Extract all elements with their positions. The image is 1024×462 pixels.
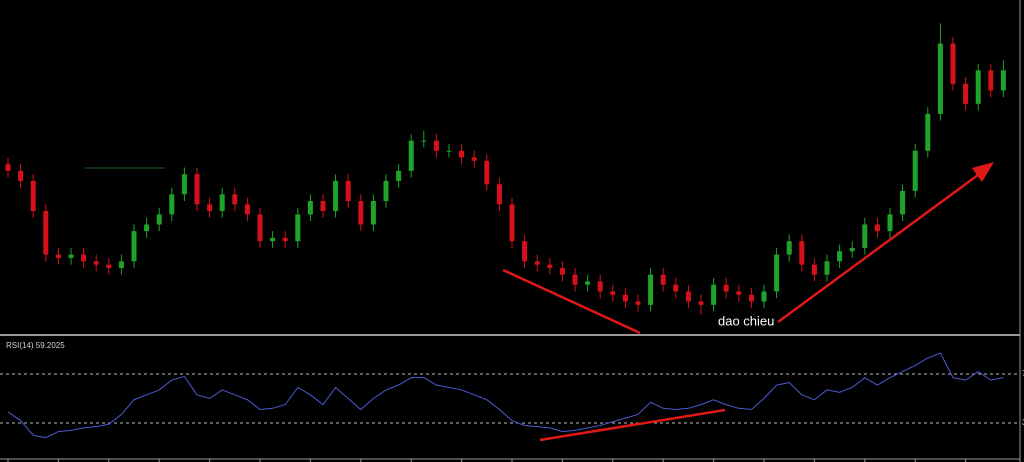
- candle-body: [232, 194, 238, 205]
- candle-body: [307, 201, 313, 215]
- candle-body: [408, 140, 414, 171]
- candle-body: [874, 224, 880, 232]
- candle-body: [471, 157, 477, 161]
- candle-body: [421, 140, 427, 142]
- candle-body: [270, 237, 276, 242]
- candle-body: [837, 251, 843, 262]
- candle-body: [181, 174, 187, 195]
- annotation-text: dao chieu: [718, 313, 774, 328]
- candle-body: [711, 284, 717, 305]
- trend-arrow: [777, 173, 979, 324]
- candle-body: [169, 194, 175, 215]
- indicator-title: RSI(14) 59.2025: [6, 341, 65, 350]
- rsi-line: [7, 352, 1004, 439]
- candle-body: [396, 170, 402, 181]
- candle-body: [736, 291, 742, 295]
- candle-body: [370, 201, 376, 225]
- candle-body: [68, 254, 74, 258]
- candle-body: [244, 204, 250, 215]
- candle-body: [786, 241, 792, 255]
- candle-body: [559, 268, 565, 275]
- candle-body: [849, 247, 855, 252]
- candle-body: [18, 170, 24, 181]
- candle-body: [144, 224, 150, 232]
- candle-body: [622, 294, 628, 302]
- candle-body: [912, 150, 918, 191]
- candle-body: [131, 231, 137, 262]
- candle-body: [43, 211, 49, 255]
- candle-body: [30, 180, 36, 212]
- candle-body: [937, 43, 943, 114]
- candle-body: [207, 204, 213, 212]
- candle-body: [295, 214, 301, 242]
- candle-body: [345, 180, 351, 201]
- arrow-head: [972, 162, 994, 182]
- candle-body: [900, 190, 906, 215]
- candle-body: [673, 284, 679, 292]
- y-tick-label: 30: [1022, 418, 1024, 427]
- candle-body: [534, 261, 540, 265]
- candle-body: [1000, 70, 1006, 91]
- candle-body: [333, 180, 339, 212]
- candle-body: [597, 281, 603, 292]
- candle-body: [635, 301, 641, 305]
- candle-body: [81, 254, 87, 262]
- candle-body: [433, 140, 439, 151]
- candle-body: [925, 113, 931, 151]
- candle-body: [257, 214, 263, 242]
- candle-body: [572, 274, 578, 285]
- candle-body: [118, 261, 124, 268]
- candle-body: [106, 264, 112, 268]
- candle-body: [496, 184, 502, 205]
- candle-body: [446, 150, 452, 152]
- candle-body: [156, 214, 162, 225]
- candle-body: [774, 254, 780, 292]
- candle-body: [824, 261, 830, 275]
- candle-body: [219, 194, 225, 212]
- candle-body: [383, 180, 389, 201]
- candle-body: [610, 291, 616, 295]
- candle-body: [761, 291, 767, 302]
- candle-body: [963, 83, 969, 104]
- rsi-trend-line: [539, 408, 726, 442]
- candle-body: [887, 214, 893, 232]
- candle-body: [799, 241, 805, 265]
- candle-body: [484, 160, 490, 185]
- candle-body: [975, 70, 981, 104]
- rsi-panel: 30 70: [0, 352, 1024, 439]
- candle-body: [358, 201, 364, 225]
- trend-line: [502, 268, 641, 335]
- candle-body: [950, 43, 956, 84]
- candle-body: [585, 281, 591, 285]
- candle-body: [547, 264, 553, 268]
- candle-body: [194, 174, 200, 205]
- candle-body: [811, 264, 817, 275]
- candle-body: [93, 261, 99, 265]
- candle-body: [55, 254, 61, 258]
- candle-body: [648, 274, 654, 305]
- candle-body: [988, 70, 994, 91]
- candle-body: [282, 237, 288, 242]
- price-panel: [5, 23, 1006, 462]
- candle-body: [660, 274, 666, 285]
- candle-body: [723, 284, 729, 292]
- candle-body: [748, 294, 754, 302]
- y-tick-label: 70: [1022, 369, 1024, 378]
- candle-body: [522, 241, 528, 262]
- candle-body: [509, 204, 515, 242]
- candle-body: [698, 301, 704, 305]
- candle-body: [459, 150, 465, 158]
- candle-body: [685, 291, 691, 302]
- annotations: dao chieu RSI(14) 59.2025: [6, 162, 994, 442]
- candle-body: [5, 164, 11, 171]
- candle-body: [320, 201, 326, 212]
- candle-body: [862, 224, 868, 248]
